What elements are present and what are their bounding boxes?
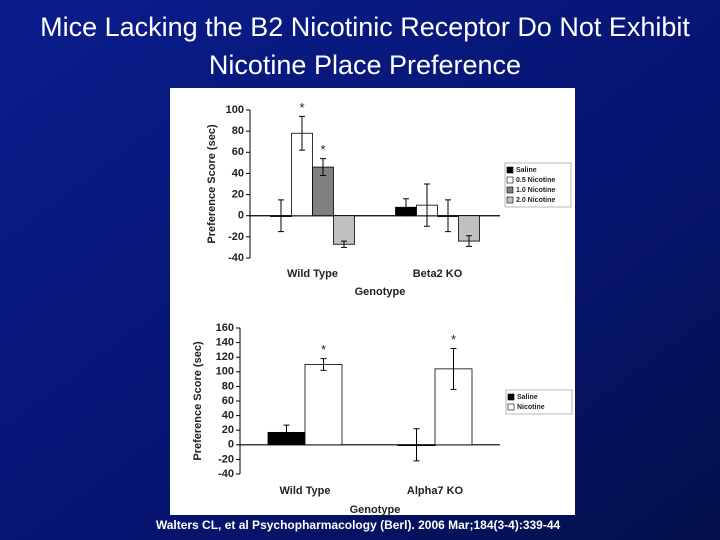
citation: Walters CL, et al Psychopharmacology (Be…: [156, 518, 561, 532]
error-bar: [299, 115, 305, 151]
charts: -40 -20 0 20 40 60 80 100 Preference Score (sec)…: [192, 100, 573, 516]
significance-marker: *: [451, 332, 456, 347]
significance-marker: *: [321, 342, 326, 357]
x-tick-label: Wild Type: [287, 268, 338, 280]
error-bar: [320, 158, 326, 177]
error-bar: [320, 358, 327, 371]
error-bar: [445, 199, 451, 233]
y-tick-label: -20: [218, 453, 234, 465]
y-tick-label: 140: [216, 337, 234, 349]
legend-label: 1.0 Nicotine: [516, 187, 555, 194]
error-bar: [278, 199, 284, 233]
y-tick-label: 20: [232, 188, 244, 200]
error-bar: [413, 428, 420, 462]
y-tick-label: 160: [216, 322, 234, 334]
figure-panel: [170, 88, 575, 515]
y-tick-label: 0: [228, 439, 234, 451]
y-tick-label: 80: [222, 380, 234, 392]
x-tick-label: Alpha7 KO: [407, 485, 464, 497]
legend-swatch: [506, 186, 514, 194]
legend-label: Saline: [516, 167, 537, 174]
y-axis-label: Preference Score (sec): [206, 124, 218, 244]
legend-label: 2.0 Nicotine: [516, 197, 555, 204]
legend-box: [504, 162, 572, 208]
error-bar: [341, 240, 347, 248]
legend-label: Nicotine: [517, 404, 545, 411]
legend-swatch: [506, 166, 514, 174]
error-bar: [424, 183, 430, 227]
title-box: Mice Lacking the B2 Nicotinic Receptor D…: [40, 12, 690, 80]
x-axis-label: Genotype: [350, 504, 401, 516]
y-axis-label: Preference Score (sec): [192, 341, 204, 461]
y-tick-label: 40: [222, 410, 234, 422]
bar: [333, 215, 355, 245]
legend-swatch: [507, 403, 515, 411]
legend-swatch: [506, 196, 514, 204]
y-tick-label: 60: [232, 146, 244, 158]
y-tick-label: 40: [232, 167, 244, 179]
error-bar: [450, 347, 457, 390]
y-tick-label: 0: [238, 210, 244, 222]
significance-marker: *: [299, 100, 304, 115]
y-tick-label: 100: [226, 104, 244, 116]
x-tick-label: Beta2 KO: [413, 268, 463, 280]
legend-swatch: [507, 393, 515, 401]
x-tick-label: Wild Type: [279, 485, 330, 497]
y-tick-label: -40: [228, 252, 244, 264]
legend-box: [505, 389, 573, 415]
legend-swatch: [506, 176, 514, 184]
significance-marker: *: [320, 142, 325, 157]
y-tick-label: 20: [222, 424, 234, 436]
legend-label: Saline: [517, 394, 538, 401]
y-tick-label: -40: [218, 468, 234, 480]
error-bar: [466, 235, 472, 247]
y-tick-label: 80: [232, 125, 244, 137]
y-tick-label: 100: [216, 366, 234, 378]
slide-title: Mice Lacking the B2 Nicotinic Receptor D…: [40, 12, 690, 80]
y-tick-label: 60: [222, 395, 234, 407]
error-bar: [403, 198, 409, 217]
legend-label: 0.5 Nicotine: [516, 177, 555, 184]
y-tick-label: 120: [216, 351, 234, 363]
error-bar: [283, 424, 290, 441]
bar: [304, 364, 343, 446]
x-axis-label: Genotype: [355, 286, 406, 298]
y-tick-label: -20: [228, 231, 244, 243]
